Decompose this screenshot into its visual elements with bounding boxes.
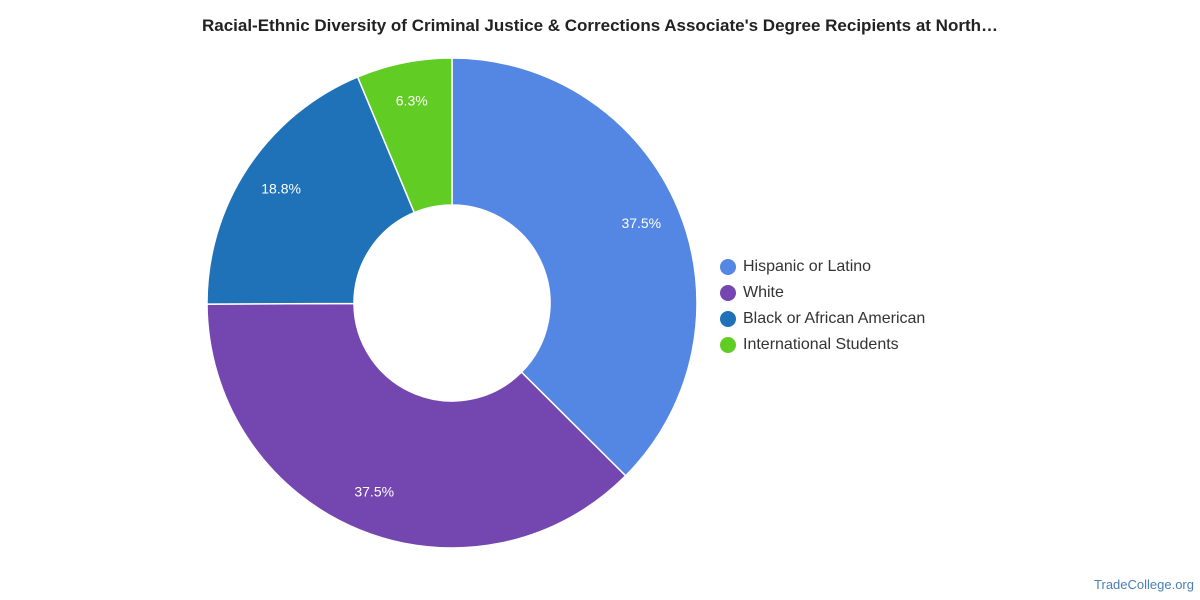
donut-slice[interactable] — [206, 75, 416, 305]
slice-value-label: 37.5% — [621, 215, 661, 231]
legend-item[interactable]: International Students — [720, 332, 925, 358]
legend-item[interactable]: Black or African American — [720, 306, 925, 332]
slice-value-label: 37.5% — [354, 483, 394, 499]
slice-value-label: 6.3% — [396, 93, 428, 109]
donut-slice[interactable] — [206, 302, 627, 549]
donut-slice[interactable] — [451, 57, 698, 477]
watermark: TradeCollege.org — [1094, 577, 1194, 592]
legend-label: Black or African American — [743, 310, 926, 327]
chart-legend: Hispanic or Latino White Black or African … — [720, 254, 925, 358]
legend-swatch — [720, 285, 736, 301]
donut-slice[interactable] — [356, 57, 453, 214]
legend-label: White — [743, 284, 784, 301]
chart-title: Racial-Ethnic Diversity of Criminal Just… — [201, 16, 999, 35]
legend-label: Hispanic or Latino — [743, 258, 872, 275]
legend-swatch — [720, 259, 736, 275]
legend-swatch — [720, 337, 736, 353]
legend-swatch — [720, 311, 736, 327]
legend-item[interactable]: Hispanic or Latino — [720, 254, 925, 280]
legend-item[interactable]: White — [720, 280, 925, 306]
legend-label: International Students — [743, 336, 899, 353]
slice-value-label: 18.8% — [261, 180, 301, 196]
